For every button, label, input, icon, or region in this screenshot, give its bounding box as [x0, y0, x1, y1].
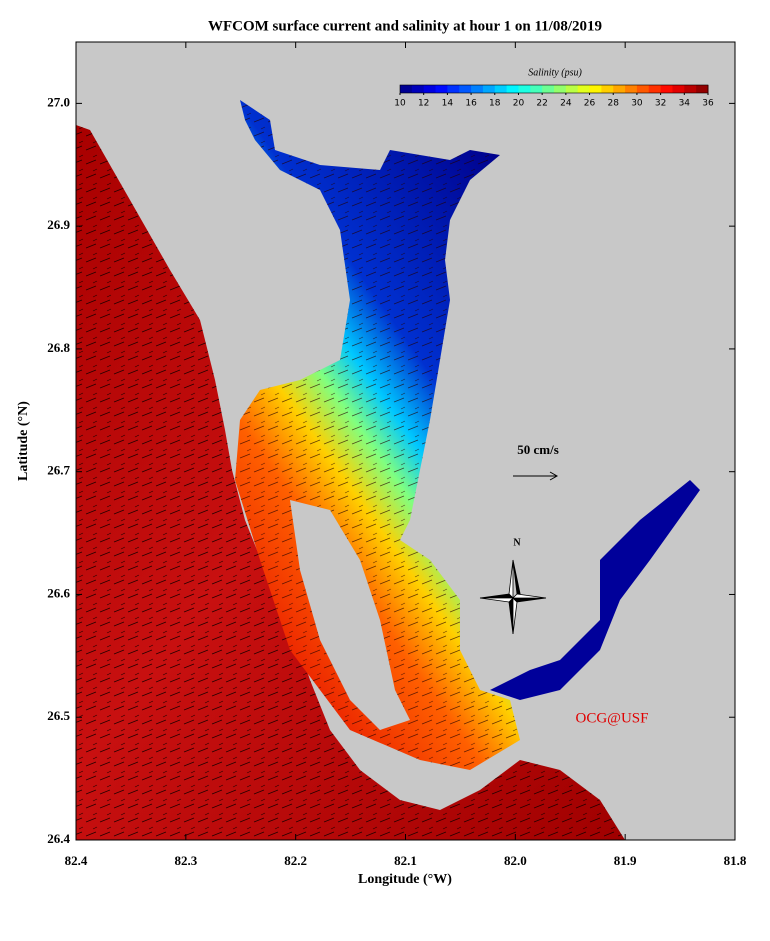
harbor-vectors: [235, 100, 520, 770]
colorbar-tick-label: 18: [489, 99, 501, 109]
colorbar-cell: [648, 85, 662, 93]
colorbar-tick-label: 16: [465, 99, 477, 109]
colorbar-cell: [435, 85, 448, 93]
colorbar-cell: [400, 85, 413, 93]
colorbar-cell: [613, 85, 626, 93]
y-tick-label: 26.7: [47, 463, 70, 478]
colorbar-cell: [696, 85, 709, 93]
x-axis-label: Longitude (°W): [358, 872, 452, 887]
colorbar-cell: [506, 85, 519, 93]
colorbar-tick-label: 14: [442, 99, 454, 109]
colorbar-frame: [399, 84, 709, 94]
compass-rose: [479, 559, 547, 635]
colorbar-tick-label: 12: [418, 99, 429, 109]
scale-arrow-label: 50 cm/s: [517, 442, 559, 457]
colorbar-cell: [565, 85, 579, 93]
colorbar-cell: [589, 85, 602, 93]
y-tick-label: 26.6: [47, 585, 70, 600]
colorbar-tick-label: 22: [536, 99, 547, 109]
colorbar-cell: [530, 85, 543, 93]
y-tick-label: 26.8: [47, 340, 70, 355]
x-tick-label: 82.0: [504, 853, 527, 868]
colorbar-cell: [471, 85, 484, 93]
colorbar-cell: [601, 85, 614, 93]
y-axis-label: Latitude (°N): [16, 401, 31, 481]
colorbar-cell: [554, 85, 567, 93]
x-tick-label: 82.3: [174, 853, 197, 868]
scale-arrow: [513, 471, 559, 481]
colorbar-cell: [459, 85, 472, 93]
x-tick-label: 82.4: [65, 853, 88, 868]
compass-label: N: [513, 537, 521, 548]
colorbar-cell: [494, 85, 508, 93]
colorbar-cell: [684, 85, 697, 93]
colorbar-tick-label: 36: [702, 99, 714, 109]
colorbar-cell: [518, 85, 531, 93]
colorbar-tick-label: 32: [655, 99, 666, 109]
colorbar-tick-label: 24: [560, 99, 572, 109]
colorbar-tick-label: 10: [394, 99, 406, 109]
x-tick-label: 81.8: [724, 853, 747, 868]
x-tick-label: 81.9: [614, 853, 637, 868]
colorbar-cell: [423, 85, 437, 93]
colorbar-tick-label: 26: [584, 99, 596, 109]
x-tick-label: 82.1: [394, 853, 417, 868]
colorbar-tick-label: 20: [513, 99, 525, 109]
colorbar-cell: [447, 85, 460, 93]
colorbar-cell: [625, 85, 638, 93]
y-tick-label: 26.9: [47, 217, 70, 232]
river-water: [490, 480, 700, 700]
y-tick-label: 26.4: [47, 831, 70, 846]
gulf-vectors: [76, 125, 625, 840]
y-tick-label: 26.5: [47, 708, 70, 723]
y-tick-label: 27.0: [47, 94, 70, 109]
colorbar-cell: [660, 85, 673, 93]
credit: OCG@USF: [575, 710, 648, 726]
colorbar-cell: [542, 85, 555, 93]
colorbar-tick-label: 30: [631, 99, 643, 109]
colorbar-cell: [672, 85, 685, 93]
colorbar-tick-label: 34: [679, 99, 691, 109]
title: WFCOM surface current and salinity at ho…: [208, 18, 602, 34]
x-tick-label: 82.2: [284, 853, 307, 868]
colorbar-cell: [411, 85, 425, 93]
colorbar-tick-label: 28: [608, 99, 620, 109]
colorbar-cell: [577, 85, 591, 93]
colorbar-title: Salinity (psu): [528, 67, 582, 78]
pine-island: [290, 500, 410, 730]
colorbar-cell: [482, 85, 496, 93]
colorbar-cell: [636, 85, 650, 93]
